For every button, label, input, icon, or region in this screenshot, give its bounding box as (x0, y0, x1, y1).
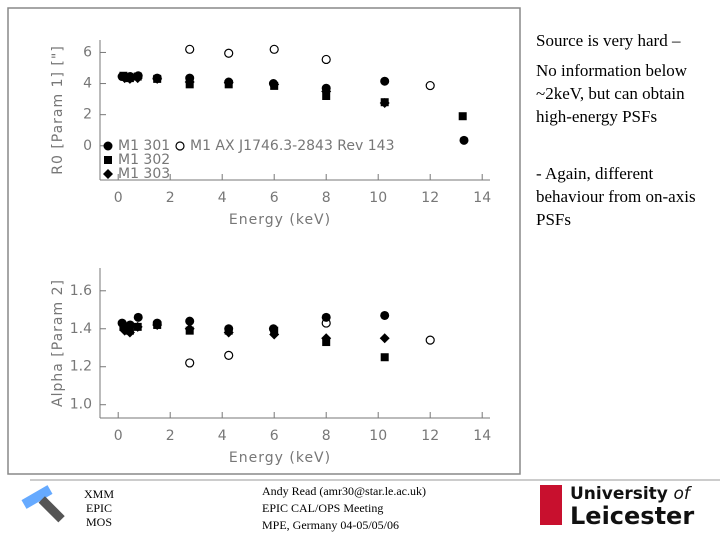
point (269, 79, 280, 90)
y-axis-title: Alpha [Param 2] (50, 279, 66, 407)
legend-label: M1 AX J1746.3-2843 Rev 143 (190, 138, 394, 154)
point (133, 312, 143, 322)
point (380, 353, 389, 362)
point (425, 80, 435, 91)
note: - Again, different behaviour from on-axi… (536, 164, 696, 229)
point (152, 73, 163, 84)
legend-label: M1 302 (118, 152, 170, 168)
legend-marker (103, 141, 113, 151)
point (269, 329, 280, 340)
point (321, 54, 331, 65)
instrument: XMM EPIC MOS (83, 487, 115, 529)
y-tick-label: 1.4 (70, 321, 92, 337)
point (223, 327, 234, 338)
point (119, 322, 128, 331)
point (152, 319, 163, 330)
note: Source is very hard – (536, 31, 681, 50)
note: No information below ~2keV, but can obta… (536, 61, 688, 126)
logo-crest (540, 485, 562, 525)
point (380, 76, 390, 86)
legend-marker (175, 141, 185, 151)
x-tick-label: 8 (322, 190, 331, 206)
point (124, 73, 135, 84)
point (459, 135, 469, 145)
y-tick-label: 6 (83, 44, 92, 60)
y-axis-title: R0 [Param 1] ["] (50, 45, 66, 175)
x-tick-label: 0 (114, 428, 123, 444)
point (185, 316, 195, 326)
instrument-line: EPIC (85, 501, 112, 515)
y-tick-label: 1.6 (70, 283, 92, 299)
point (321, 318, 331, 328)
y-tick-label: 0 (83, 138, 92, 154)
point (425, 335, 435, 345)
point (321, 86, 332, 97)
x-tick-label: 2 (166, 190, 175, 206)
x-tick-label: 4 (218, 428, 227, 444)
point (132, 321, 143, 332)
y-tick-label: 1.0 (70, 397, 92, 413)
y-tick-label: 2 (83, 107, 92, 123)
point (379, 333, 390, 344)
point (132, 73, 143, 84)
x-tick-label: 12 (421, 190, 439, 206)
point (379, 98, 390, 108)
instrument-line: XMM (83, 487, 114, 501)
y-tick-label: 1.2 (70, 359, 92, 375)
legend-marker (103, 169, 113, 179)
x-tick-label: 0 (114, 190, 123, 206)
point (224, 48, 234, 58)
x-tick-label: 6 (270, 190, 279, 206)
point (185, 44, 195, 54)
x-axis-title: Energy (keV) (229, 212, 331, 228)
logo-text: University (570, 484, 668, 504)
point (185, 358, 195, 368)
point (223, 77, 234, 88)
point (321, 333, 332, 344)
point (224, 350, 234, 360)
satellite-icon (21, 485, 65, 523)
point (184, 77, 195, 87)
x-tick-label: 14 (473, 428, 491, 444)
x-tick-label: 4 (218, 190, 227, 206)
x-tick-label: 14 (473, 190, 491, 206)
x-tick-label: 10 (369, 190, 387, 206)
x-tick-label: 6 (270, 428, 279, 444)
x-axis-title: Energy (keV) (229, 450, 331, 466)
x-tick-label: 10 (369, 428, 387, 444)
logo-text: Leicester (570, 502, 695, 530)
y-tick-label: 4 (83, 76, 92, 92)
logo: University of Leicester (570, 484, 694, 528)
logo-text: of (673, 484, 690, 504)
x-tick-label: 8 (322, 428, 331, 444)
legend-label: M1 301 (118, 138, 170, 154)
instrument-line: MOS (85, 515, 112, 529)
x-tick-label: 2 (166, 428, 175, 444)
point (184, 323, 195, 334)
point (124, 327, 135, 338)
point (269, 44, 279, 54)
x-tick-label: 12 (421, 428, 439, 444)
author-line: Andy Read (amr30@star.le.ac.uk) (262, 484, 426, 498)
author: Andy Read (amr30@star.le.ac.uk) EPIC CAL… (262, 483, 426, 534)
legend-marker (104, 156, 112, 164)
legend-label: M1 303 (118, 166, 170, 182)
author-line: MPE, Germany 04-05/05/06 (262, 518, 399, 532)
point (380, 310, 390, 320)
point (458, 112, 467, 121)
author-line: EPIC CAL/OPS Meeting (262, 501, 384, 515)
